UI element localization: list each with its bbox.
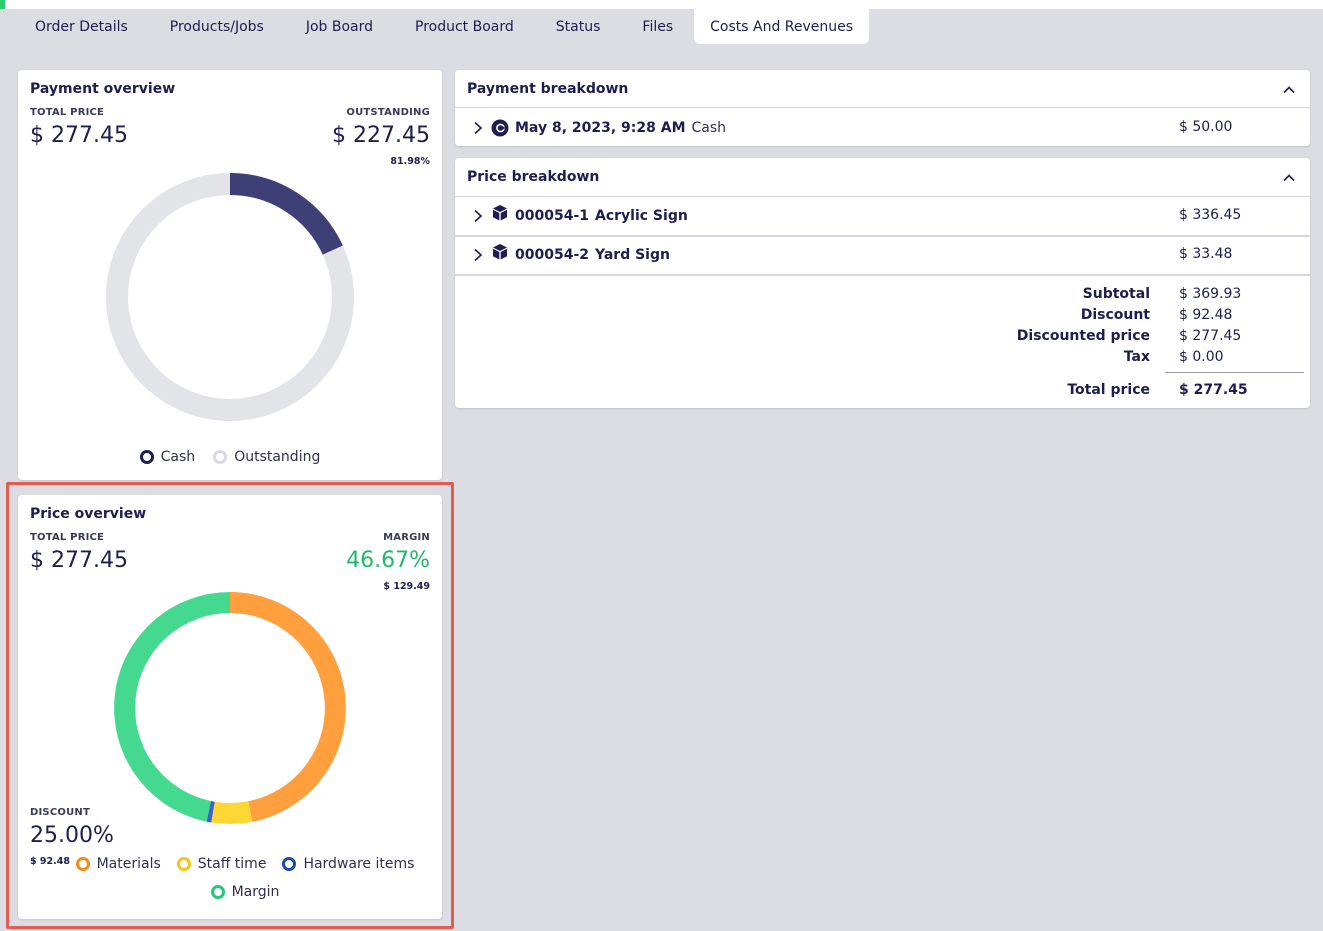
- staff-time-legend-icon: [176, 857, 191, 871]
- tab-product-board[interactable]: Product Board: [415, 18, 514, 35]
- total-price-label: Total price: [1067, 382, 1150, 398]
- hardware-items-segment: [206, 801, 215, 823]
- materials-segment: [229, 592, 346, 822]
- tax-value: $ 0.00: [1179, 349, 1224, 365]
- margin-percent: 46.67%: [346, 548, 430, 573]
- materials-legend-icon: [75, 857, 90, 871]
- discounted-price-value: $ 277.45: [1179, 328, 1242, 344]
- price-total-value: $ 277.45: [30, 548, 128, 573]
- item-id: 000054-2: [515, 247, 589, 263]
- discounted-price-label: Discounted price: [1016, 328, 1150, 344]
- discount-value: $ 92.48: [30, 856, 70, 867]
- highlight-outline: [6, 482, 454, 929]
- product-box-icon: [493, 244, 507, 260]
- total-divider: [1165, 372, 1304, 373]
- payment-row[interactable]: May 8, 2023, 9:28 AM Cash: [471, 118, 1310, 138]
- discount-value: $ 92.48: [1179, 307, 1233, 323]
- tab-products-jobs[interactable]: Products/Jobs: [169, 18, 264, 35]
- payment-breakdown-divider: [455, 107, 1310, 108]
- cash-legend-icon: [139, 450, 154, 464]
- payment-breakdown-title: Payment breakdown: [467, 81, 629, 97]
- item-name: Acrylic Sign: [595, 208, 688, 224]
- legend-materials[interactable]: Materials: [75, 856, 161, 872]
- price-breakdown-title: Price breakdown: [467, 169, 600, 185]
- payment-date: May 8, 2023, 9:28 AM: [515, 120, 686, 136]
- tab-status[interactable]: Status: [555, 18, 601, 35]
- tab-bar: Order Details Products/Jobs Job Board Pr…: [14, 9, 870, 44]
- price-item-row[interactable]: 000054-2 Yard Sign: [471, 244, 1310, 265]
- discount-label: Discount: [1080, 307, 1150, 323]
- discount-percent: 25.00%: [30, 823, 114, 848]
- payment-legend: Cash Outstanding: [18, 449, 442, 465]
- chevron-up-icon[interactable]: [1282, 83, 1296, 97]
- item-name: Yard Sign: [595, 247, 670, 263]
- product-box-icon: [493, 205, 507, 221]
- legend-outstanding[interactable]: Outstanding: [213, 449, 320, 465]
- price-donut-chart: [114, 592, 346, 824]
- legend-staff-time-label: Staff time: [197, 856, 267, 872]
- item-id: 000054-1: [515, 208, 589, 224]
- staff-time-segment: [211, 801, 253, 824]
- item-divider: [455, 274, 1310, 276]
- tab-files[interactable]: Files: [642, 18, 674, 35]
- legend-staff-time[interactable]: Staff time: [176, 856, 267, 872]
- payment-donut-chart: [106, 173, 354, 421]
- cash-segment: [229, 173, 343, 255]
- price-breakdown-divider: [455, 196, 1310, 197]
- price-overview-card: Price overview TOTAL PRICE $ 277.45 MARG…: [18, 495, 442, 919]
- margin-segment: [114, 592, 231, 822]
- outstanding-value: $ 227.45: [332, 123, 430, 148]
- item-amount: $ 33.48: [1179, 246, 1233, 262]
- chevron-right-icon[interactable]: [471, 121, 485, 135]
- total-price-label: TOTAL PRICE: [30, 107, 105, 118]
- legend-outstanding-label: Outstanding: [234, 449, 321, 465]
- tab-costs-and-revenues[interactable]: Costs And Revenues: [694, 9, 870, 44]
- subtotal-value: $ 369.93: [1179, 286, 1242, 302]
- tab-job-board[interactable]: Job Board: [305, 18, 374, 35]
- legend-margin-label: Margin: [231, 884, 280, 900]
- hardware-items-legend-icon: [282, 857, 297, 871]
- top-bar: [0, 0, 1323, 9]
- chevron-right-icon[interactable]: [471, 248, 485, 262]
- discount-label: DISCOUNT: [30, 807, 90, 818]
- payment-amount: $ 50.00: [1179, 119, 1233, 135]
- legend-hardware-items[interactable]: Hardware items: [282, 856, 414, 872]
- top-bar-accent: [0, 0, 5, 9]
- price-overview-title: Price overview: [30, 506, 147, 522]
- tax-label: Tax: [1123, 349, 1150, 365]
- legend-margin[interactable]: Margin: [210, 884, 280, 900]
- total-price-value: $ 277.45: [1179, 382, 1248, 398]
- payment-overview-card: Payment overview TOTAL PRICE $ 277.45 OU…: [18, 70, 442, 480]
- price-legend: Materials Staff time Hardware items Marg…: [68, 856, 422, 900]
- legend-hardware-items-label: Hardware items: [303, 856, 415, 872]
- payment-method: Cash: [691, 120, 727, 136]
- outstanding-label: OUTSTANDING: [346, 107, 430, 118]
- legend-cash[interactable]: Cash: [139, 449, 196, 465]
- margin-label: MARGIN: [383, 532, 430, 543]
- chevron-right-icon[interactable]: [471, 209, 485, 223]
- payment-breakdown-card: Payment breakdown May 8, 2023, 9:28 AM C…: [455, 70, 1310, 146]
- cash-payment-icon: [491, 119, 509, 137]
- price-total-label: TOTAL PRICE: [30, 532, 105, 543]
- item-amount: $ 336.45: [1179, 207, 1242, 223]
- tab-order-details[interactable]: Order Details: [35, 18, 128, 35]
- legend-cash-label: Cash: [160, 449, 196, 465]
- outstanding-legend-icon: [213, 450, 228, 464]
- item-divider: [455, 235, 1310, 237]
- total-price-value: $ 277.45: [30, 123, 128, 148]
- price-item-row[interactable]: 000054-1 Acrylic Sign: [471, 205, 1310, 226]
- subtotal-label: Subtotal: [1082, 286, 1150, 302]
- legend-materials-label: Materials: [96, 856, 161, 872]
- price-breakdown-card: Price breakdown 000054-1 Acrylic Sign $ …: [455, 158, 1310, 408]
- chevron-up-icon[interactable]: [1282, 171, 1296, 185]
- outstanding-percent: 81.98%: [390, 156, 430, 167]
- margin-value: $ 129.49: [383, 581, 430, 592]
- margin-legend-icon: [210, 885, 225, 899]
- payment-overview-title: Payment overview: [30, 81, 176, 97]
